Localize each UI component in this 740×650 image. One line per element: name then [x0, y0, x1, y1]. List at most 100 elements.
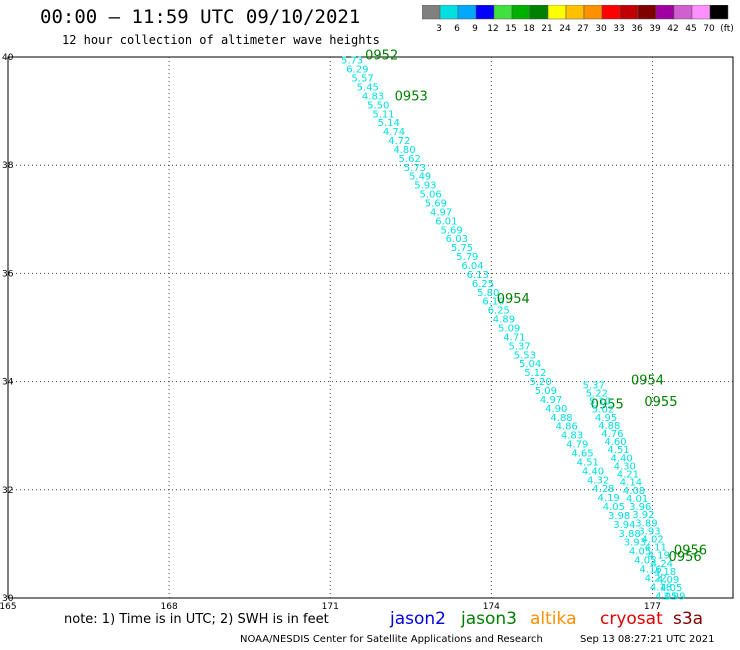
- wave-height-value: 4.65: [571, 448, 593, 459]
- longitude-tick-label: 165: [0, 602, 17, 612]
- wave-height-value: 5.11: [372, 109, 394, 120]
- pass-time-label: 0955: [591, 398, 624, 413]
- longitude-tick-label: 171: [322, 602, 339, 612]
- wave-height-value: 5.53: [514, 350, 536, 361]
- wave-height-value: 3.96: [629, 502, 651, 513]
- wave-height-value: 4.24: [651, 559, 673, 570]
- wave-height-value: 3.93: [624, 538, 646, 549]
- wave-height-value: 4.01: [626, 494, 648, 505]
- wave-height-value: 4.90: [545, 404, 567, 415]
- legend-tick-label: 9: [472, 24, 478, 33]
- wave-height-value: 4.22: [645, 573, 667, 584]
- wave-height-value: 5.49: [409, 172, 431, 183]
- wave-height-value: 5.37: [509, 341, 531, 352]
- legend-tick-label: 15: [505, 24, 516, 33]
- wave-height-value: 6.25: [472, 279, 494, 290]
- wave-height-value: 3.93: [638, 526, 660, 537]
- wave-height-value: 4.19: [598, 493, 620, 504]
- wave-height-value: 4.32: [587, 475, 609, 486]
- wave-height-value: 4.16: [639, 565, 661, 576]
- footer-credit: NOAA/NESDIS Center for Satellite Applica…: [240, 634, 543, 645]
- wave-height-value: 5.62: [399, 154, 421, 165]
- wave-height-value: 4.11: [645, 543, 667, 554]
- legend-tick-label: 21: [541, 24, 552, 33]
- legend-tick-label: 39: [649, 24, 661, 33]
- wave-height-value: 4.76: [601, 429, 623, 440]
- latitude-tick-label: 34: [2, 378, 14, 388]
- wave-height-value: 6.13: [467, 270, 489, 281]
- wave-height-value: 4.60: [604, 437, 626, 448]
- wave-height-value: 4.79: [566, 440, 588, 451]
- wave-height-value: 4.05: [603, 502, 625, 513]
- wave-height-value: 5.10: [589, 397, 611, 408]
- wave-height-value: 4.40: [582, 466, 604, 477]
- wave-height-value: 5.93: [414, 181, 436, 192]
- wave-height-value: 4.83: [561, 431, 583, 442]
- legend-tick-label: 30: [595, 24, 607, 33]
- wave-height-value: 5.06: [420, 190, 442, 201]
- wave-height-value: 4.18: [654, 567, 676, 578]
- footer-timestamp: Sep 13 08:27:21 UTC 2021: [580, 634, 715, 645]
- pass-time-label: 0952: [365, 49, 398, 64]
- satellite-label-s3a: s3a: [673, 609, 704, 629]
- wave-height-value: 4.71: [503, 332, 525, 343]
- wave-height-value: 4.05: [629, 547, 651, 558]
- wave-height-value: 4.21: [617, 470, 639, 481]
- wave-height-value: 4.08: [623, 486, 645, 497]
- wave-height-value: 4.51: [577, 457, 599, 468]
- wave-height-value: 5.69: [425, 199, 447, 210]
- wave-height-value: 4.05: [655, 591, 677, 602]
- wave-height-value: 5.79: [456, 252, 478, 263]
- wave-height-value: 3.92: [632, 510, 654, 521]
- wave-height-value: 4.88: [550, 413, 572, 424]
- wave-height-value: 5.09: [498, 324, 520, 335]
- wave-height-value: 3.98: [608, 511, 630, 522]
- latitude-tick-label: 32: [2, 486, 13, 496]
- satellite-label-jason2: jason2: [390, 609, 446, 629]
- legend-tick-label: 42: [667, 24, 678, 33]
- wave-height-value: 4.89: [493, 315, 515, 326]
- wave-height-value: 3.88: [618, 529, 640, 540]
- legend-tick-label: 70: [703, 24, 715, 33]
- wave-height-value: 5.80: [477, 288, 499, 299]
- wave-height-value: 6.03: [446, 234, 468, 245]
- latitude-tick-label: 38: [2, 161, 14, 171]
- map-frame: [7, 56, 734, 599]
- wave-height-value: 3.99: [663, 591, 685, 602]
- legend-tick-label: 3: [436, 24, 442, 33]
- pass-time-label: 0956: [674, 544, 707, 559]
- pass-time-label: 0953: [395, 89, 428, 104]
- wave-height-value: 6.04: [461, 261, 483, 272]
- legend-tick-label: 45: [685, 24, 696, 33]
- latitude-tick-label: 30: [2, 594, 14, 604]
- wave-height-value: 5.37: [583, 380, 605, 391]
- wave-height-value: 4.95: [595, 413, 617, 424]
- wave-height-value: 4.40: [611, 453, 633, 464]
- wave-height-value: 4.51: [607, 445, 629, 456]
- wave-height-value: 5.73: [404, 163, 426, 174]
- wave-height-value: 5.12: [524, 368, 546, 379]
- wave-height-value: 4.72: [388, 136, 410, 147]
- wave-height-value: 4.30: [614, 461, 636, 472]
- wave-height-value: 4.09: [657, 575, 679, 586]
- wave-height-value: 5.73: [341, 56, 363, 67]
- page-subtitle: 12 hour collection of altimeter wave hei…: [62, 33, 380, 47]
- legend-swatch: [709, 5, 729, 20]
- wave-height-value: 5.75: [451, 243, 473, 254]
- wave-height-value: 4.83: [362, 91, 384, 102]
- wave-height-value: 5.09: [535, 386, 557, 397]
- satellite-label-altika: altika: [530, 609, 577, 629]
- wave-height-value: 5.20: [529, 377, 551, 388]
- wave-height-value: 4.88: [598, 421, 620, 432]
- legend-tick-label: 33: [613, 24, 624, 33]
- wave-height-value: 4.86: [556, 422, 578, 433]
- wave-height-value: 4.80: [393, 145, 415, 156]
- wave-height-value: 4.28: [592, 484, 614, 495]
- wave-height-value: 4.05: [660, 583, 682, 594]
- legend-tick-label: 36: [631, 24, 643, 33]
- wave-height-value: 4.74: [383, 127, 405, 138]
- satellite-label-cryosat: cryosat: [600, 609, 663, 629]
- satellite-label-jason3: jason3: [461, 609, 517, 629]
- wave-height-value: 5.45: [357, 82, 379, 93]
- legend-tick-label: 6: [454, 24, 460, 33]
